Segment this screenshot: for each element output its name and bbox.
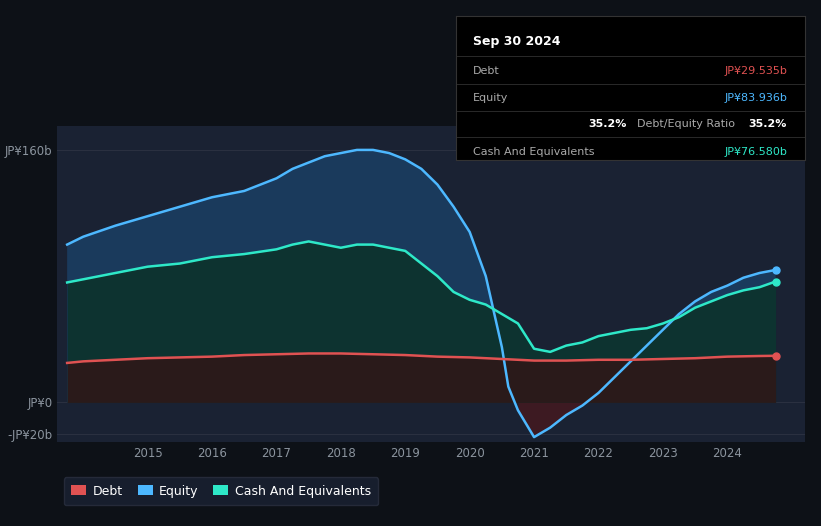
Text: JP¥29.535b: JP¥29.535b	[724, 66, 787, 76]
Text: JP¥76.580b: JP¥76.580b	[724, 147, 787, 157]
Legend: Debt, Equity, Cash And Equivalents: Debt, Equity, Cash And Equivalents	[64, 477, 378, 505]
Text: 35.2%: 35.2%	[588, 119, 626, 129]
Text: Cash And Equivalents: Cash And Equivalents	[473, 147, 594, 157]
Text: Debt: Debt	[473, 66, 500, 76]
Text: Debt/Equity Ratio: Debt/Equity Ratio	[637, 119, 735, 129]
Text: Equity: Equity	[473, 93, 508, 103]
Text: 35.2%: 35.2%	[749, 119, 787, 129]
Text: JP¥83.936b: JP¥83.936b	[724, 93, 787, 103]
Text: Sep 30 2024: Sep 30 2024	[473, 35, 561, 48]
